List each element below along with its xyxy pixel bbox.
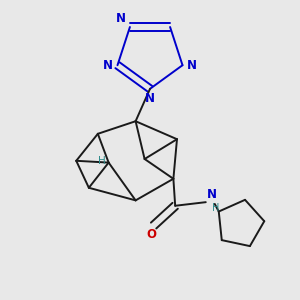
Text: H: H <box>98 156 105 166</box>
Text: N: N <box>145 92 155 105</box>
Text: O: O <box>147 228 157 242</box>
Text: N: N <box>116 12 126 25</box>
Text: N: N <box>187 59 197 72</box>
Text: N: N <box>103 59 113 72</box>
Text: H: H <box>212 203 219 213</box>
Text: N: N <box>206 188 217 201</box>
